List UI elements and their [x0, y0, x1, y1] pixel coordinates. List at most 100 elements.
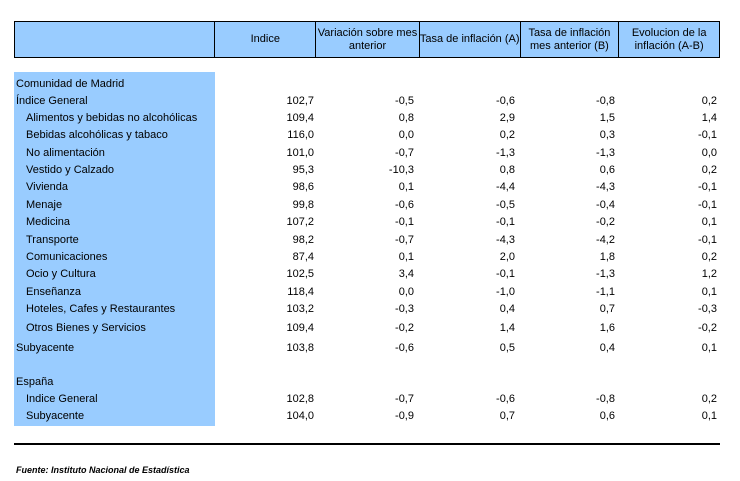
row-label: Vestido y Calzado	[26, 164, 115, 176]
header-indice: Indice	[215, 22, 317, 57]
cell-evolucion: 0,1	[701, 286, 717, 298]
table-row: Transporte 98,2 -0,7 -4,3 -4,2 -0,1	[14, 232, 720, 249]
row-label: Menaje	[26, 199, 63, 211]
cell-tasa-b: -1,1	[596, 286, 615, 298]
table-row: Comunicaciones 87,4 0,1 2,0 1,8 0,2	[14, 249, 720, 266]
cell-tasa-a: -0,6	[496, 95, 515, 107]
section-title-madrid: Comunidad de Madrid	[14, 76, 720, 93]
row-label: Subyacente	[16, 342, 75, 354]
cell-evolucion: -0,1	[698, 129, 717, 141]
cell-tasa-b: -1,3	[596, 147, 615, 159]
cell-indice: 99,8	[292, 199, 314, 211]
cell-evolucion: 1,2	[701, 268, 717, 280]
table-row: Menaje 99,8 -0,6 -0,5 -0,4 -0,1	[14, 197, 720, 214]
cell-tasa-b: -1,3	[596, 268, 615, 280]
cell-variacion: -0,7	[395, 234, 414, 246]
cell-evolucion: 0,0	[701, 147, 717, 159]
table-row: Medicina 107,2 -0,1 -0,1 -0,2 0,1	[14, 214, 720, 231]
table-row: Enseñanza 118,4 0,0 -1,0 -1,1 0,1	[14, 284, 720, 301]
cell-evolucion: -0,3	[698, 303, 717, 315]
cell-variacion: -0,1	[395, 216, 414, 228]
cell-indice: 104,0	[286, 410, 314, 422]
cell-variacion: 0,0	[398, 286, 414, 298]
cell-tasa-a: 0,8	[499, 164, 515, 176]
cell-variacion: 0,8	[398, 112, 414, 124]
header-label-cell	[15, 22, 216, 57]
table-header: Indice Variación sobre mes anterior Tasa…	[14, 21, 720, 58]
cell-tasa-b: -0,8	[596, 393, 615, 405]
table-row: Índice General 102,7 -0,5 -0,6 -0,8 0,2	[14, 93, 720, 110]
header-tasa-a: Tasa de inflación (A)	[419, 22, 521, 57]
row-label: Transporte	[26, 234, 79, 246]
cell-variacion: -0,7	[395, 147, 414, 159]
cell-indice: 118,4	[287, 286, 314, 298]
table-row: Vivienda 98,6 0,1 -4,4 -4,3 -0,1	[14, 179, 720, 196]
header-tasa-b: Tasa de inflación mes anterior (B)	[520, 22, 620, 57]
cell-variacion: 0,1	[398, 251, 414, 263]
header-variacion: Variación sobre mes anterior	[316, 22, 420, 57]
cell-indice: 102,5	[286, 268, 314, 280]
row-label: Subyacente	[26, 410, 85, 422]
cell-indice: 107,2	[286, 216, 314, 228]
row-label: Medicina	[26, 216, 71, 228]
section-title: Comunidad de Madrid	[16, 78, 125, 90]
cell-tasa-b: 0,4	[599, 342, 615, 354]
cell-variacion: -0,6	[395, 199, 414, 211]
cell-tasa-b: -4,2	[596, 234, 615, 246]
cell-tasa-b: 1,6	[599, 322, 615, 334]
table-row: Ocio y Cultura 102,5 3,4 -0,1 -1,3 1,2	[14, 266, 720, 283]
cell-variacion: -0,5	[395, 95, 414, 107]
cell-tasa-b: -4,3	[596, 181, 615, 193]
cell-tasa-a: 0,5	[499, 342, 515, 354]
cell-tasa-a: -0,6	[496, 393, 515, 405]
cell-indice: 102,8	[286, 393, 314, 405]
cell-tasa-a: -4,3	[496, 234, 515, 246]
cell-variacion: -10,3	[388, 164, 414, 176]
cell-variacion: -0,2	[395, 322, 414, 334]
cell-evolucion: 0,1	[701, 342, 717, 354]
cell-tasa-a: -1,0	[496, 286, 515, 298]
table-bottom-rule	[14, 443, 720, 445]
cell-tasa-b: 0,6	[599, 164, 615, 176]
cell-tasa-a: 0,4	[499, 303, 515, 315]
row-label: Enseñanza	[26, 286, 82, 298]
cell-evolucion: -0,2	[698, 322, 717, 334]
section-title-espana: España	[14, 374, 720, 391]
cell-tasa-a: 2,0	[499, 251, 515, 263]
cell-tasa-a: -4,4	[496, 181, 515, 193]
source-note: Fuente: Instituto Nacional de Estadístic…	[16, 465, 190, 475]
cell-tasa-b: -0,2	[596, 216, 615, 228]
table-row: No alimentación 101,0 -0,7 -1,3 -1,3 0,0	[14, 145, 720, 162]
cell-evolucion: 0,1	[701, 216, 717, 228]
table-row: Otros Bienes y Servicios 109,4 -0,2 1,4 …	[14, 320, 720, 337]
table-row: Alimentos y bebidas no alcohólicas 109,4…	[14, 110, 720, 127]
cell-tasa-b: 0,7	[599, 303, 615, 315]
cell-tasa-a: -0,1	[496, 268, 515, 280]
label-column-background	[14, 72, 215, 426]
cell-indice: 109,4	[286, 112, 314, 124]
cell-evolucion: 0,2	[701, 251, 717, 263]
cell-indice: 101,0	[286, 147, 314, 159]
row-label: Indice General	[26, 393, 98, 405]
cell-variacion: -0,6	[395, 342, 414, 354]
cell-indice: 95,3	[292, 164, 314, 176]
row-label: Bebidas alcohólicas y tabaco	[26, 129, 168, 141]
cell-evolucion: 0,1	[701, 410, 717, 422]
cell-evolucion: 1,4	[701, 112, 717, 124]
cell-variacion: 3,4	[398, 268, 414, 280]
table-row: Vestido y Calzado 95,3 -10,3 0,8 0,6 0,2	[14, 162, 720, 179]
cell-tasa-b: 1,8	[599, 251, 615, 263]
row-label: Alimentos y bebidas no alcohólicas	[26, 112, 198, 124]
cell-tasa-b: 1,5	[599, 112, 615, 124]
cell-indice: 98,2	[292, 234, 314, 246]
cell-variacion: 0,1	[398, 181, 414, 193]
cell-tasa-b: -0,8	[596, 95, 615, 107]
cell-evolucion: 0,2	[701, 393, 717, 405]
cell-indice: 103,2	[286, 303, 314, 315]
row-label: Vivienda	[26, 181, 68, 193]
cell-indice: 87,4	[292, 251, 314, 263]
cell-variacion: -0,7	[395, 393, 414, 405]
cell-tasa-b: 0,3	[599, 129, 615, 141]
cell-tasa-a: 1,4	[499, 322, 515, 334]
section-title: España	[16, 376, 54, 388]
